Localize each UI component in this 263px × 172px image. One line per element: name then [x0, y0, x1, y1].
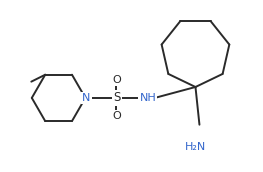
Text: O: O: [113, 75, 122, 85]
Text: N: N: [82, 93, 90, 103]
Text: NH: NH: [139, 93, 156, 103]
Text: S: S: [113, 91, 121, 104]
Text: O: O: [113, 111, 122, 121]
Text: H₂N: H₂N: [185, 142, 206, 153]
